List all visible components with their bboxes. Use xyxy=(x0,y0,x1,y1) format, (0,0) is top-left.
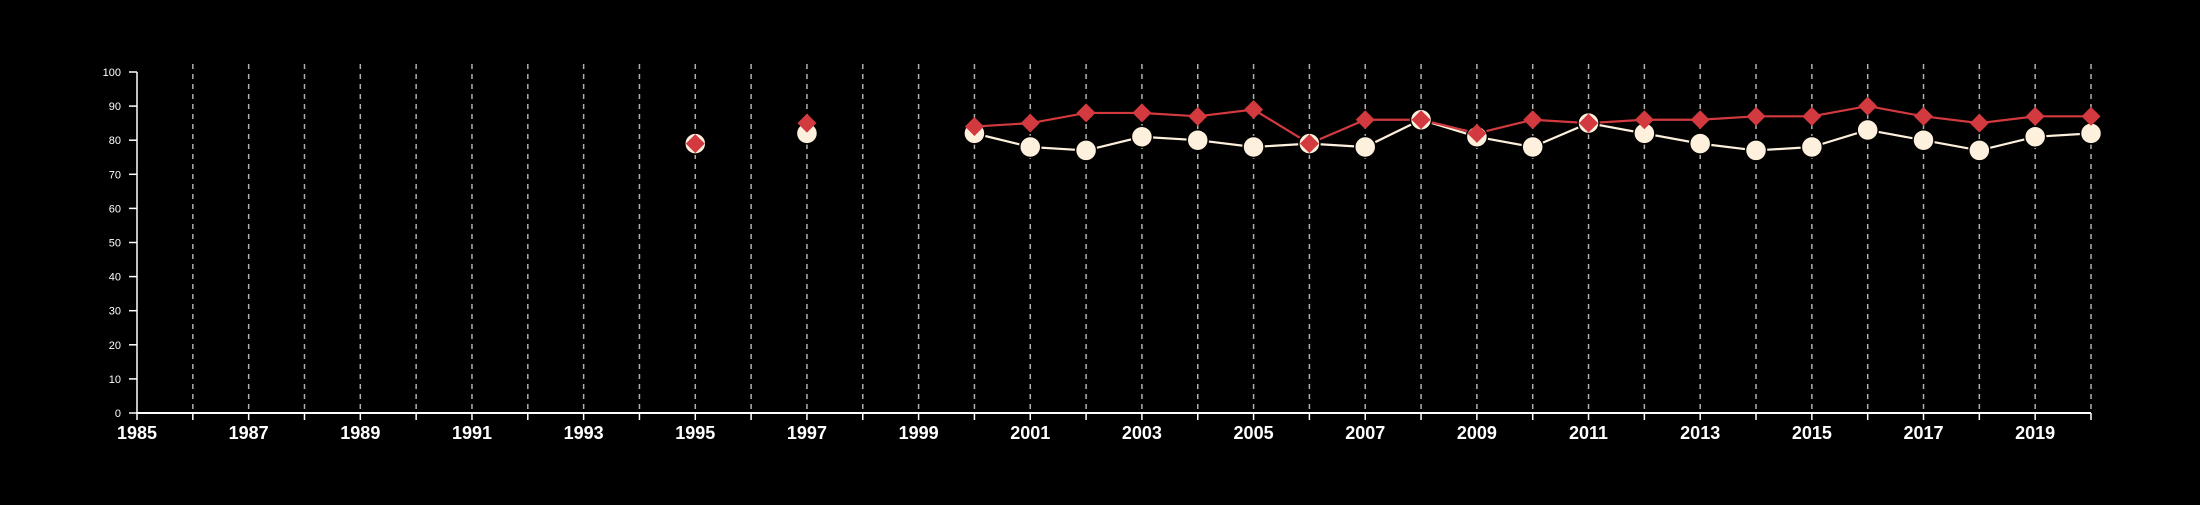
diamond-marker-1995 xyxy=(685,134,705,154)
diamond-marker-2011 xyxy=(1579,113,1599,133)
x-tick-label: 1997 xyxy=(787,423,827,443)
grid-layer xyxy=(192,64,2092,413)
x-tick-label: 2009 xyxy=(1457,423,1497,443)
diamond-marker-2017 xyxy=(1914,106,1934,126)
circle-marker-2004 xyxy=(1186,128,1209,152)
x-tick-label: 1995 xyxy=(675,423,715,443)
x-tick-label: 1991 xyxy=(452,423,492,443)
y-tick-label: 30 xyxy=(109,306,121,318)
circle-marker-2005 xyxy=(1242,135,1265,159)
diamond-marker-2007 xyxy=(1355,110,1375,130)
diamond-marker-2020 xyxy=(2081,106,2101,126)
x-tick-label: 1993 xyxy=(564,423,604,443)
x-tick-label: 1989 xyxy=(340,423,380,443)
diamond-marker-2002 xyxy=(1076,103,1096,123)
diamond-marker-1997 xyxy=(797,113,817,133)
y-tick-label: 80 xyxy=(109,135,121,147)
circle-marker-2018 xyxy=(1968,139,1991,162)
diamond-marker-2005 xyxy=(1244,100,1264,120)
diamond-marker-2010 xyxy=(1523,110,1543,130)
diamond-marker-2014 xyxy=(1746,106,1766,126)
diamond-marker-2004 xyxy=(1188,106,1208,126)
diamond-marker-2009 xyxy=(1467,123,1487,143)
y-tick-label: 50 xyxy=(109,238,121,250)
circle-marker-2002 xyxy=(1074,139,1098,162)
series-layer xyxy=(684,96,2103,162)
y-tick-label: 40 xyxy=(109,272,121,284)
diamond-marker-2000 xyxy=(964,117,984,137)
diamond-marker-2001 xyxy=(1020,113,1040,133)
circle-marker-2015 xyxy=(1800,135,1824,159)
circle-marker-2013 xyxy=(1688,132,1712,155)
circle-marker-2020 xyxy=(2079,122,2103,145)
circle-marker-2003 xyxy=(1130,125,1154,149)
diamond-marker-2019 xyxy=(2025,106,2045,126)
y-tick-label: 20 xyxy=(109,340,121,352)
diamond-marker-2013 xyxy=(1690,110,1710,130)
diamond-marker-2008 xyxy=(1411,110,1431,130)
circle-marker-2014 xyxy=(1744,139,1768,162)
diamond-marker-2003 xyxy=(1132,103,1152,123)
diamond-marker-2015 xyxy=(1802,106,1822,126)
x-tick-label: 2011 xyxy=(1569,423,1608,443)
x-tick-label: 2001 xyxy=(1010,423,1050,443)
y-tick-label: 10 xyxy=(109,374,121,386)
circle-marker-2017 xyxy=(1912,128,1935,152)
x-tick-label: 2017 xyxy=(1903,423,1943,443)
circle-marker-2010 xyxy=(1521,135,1544,159)
diamond-marker-2006 xyxy=(1299,134,1319,154)
x-tick-label: 1985 xyxy=(117,423,157,443)
x-tick-label: 1987 xyxy=(229,423,269,443)
y-tick-label: 100 xyxy=(103,67,121,79)
circle-marker-2016 xyxy=(1856,118,1879,142)
circle-marker-2001 xyxy=(1019,135,1042,159)
axis-layer: 0 10 20 30 40 50 60 70 80 90 100 1985 1987 1989 1991 19… xyxy=(103,67,2092,443)
diamond-marker-2018 xyxy=(1969,113,1989,133)
circle-marker-2019 xyxy=(2023,125,2047,149)
x-tick-label: 1999 xyxy=(899,423,939,443)
x-tick-label: 2005 xyxy=(1234,423,1274,443)
y-tick-label: 70 xyxy=(109,169,121,181)
x-tick-label: 2007 xyxy=(1345,423,1385,443)
x-tick-label: 2003 xyxy=(1122,423,1162,443)
y-tick-label: 60 xyxy=(109,203,121,215)
y-tick-label: 0 xyxy=(115,408,121,420)
x-tick-label: 2015 xyxy=(1792,423,1832,443)
circle-marker-2007 xyxy=(1353,135,1377,159)
diamond-marker-2016 xyxy=(1858,96,1878,116)
y-tick-label: 90 xyxy=(109,101,121,113)
x-tick-label: 2013 xyxy=(1680,423,1720,443)
x-tick-label: 2019 xyxy=(2015,423,2055,443)
diamond-marker-2012 xyxy=(1634,110,1654,130)
